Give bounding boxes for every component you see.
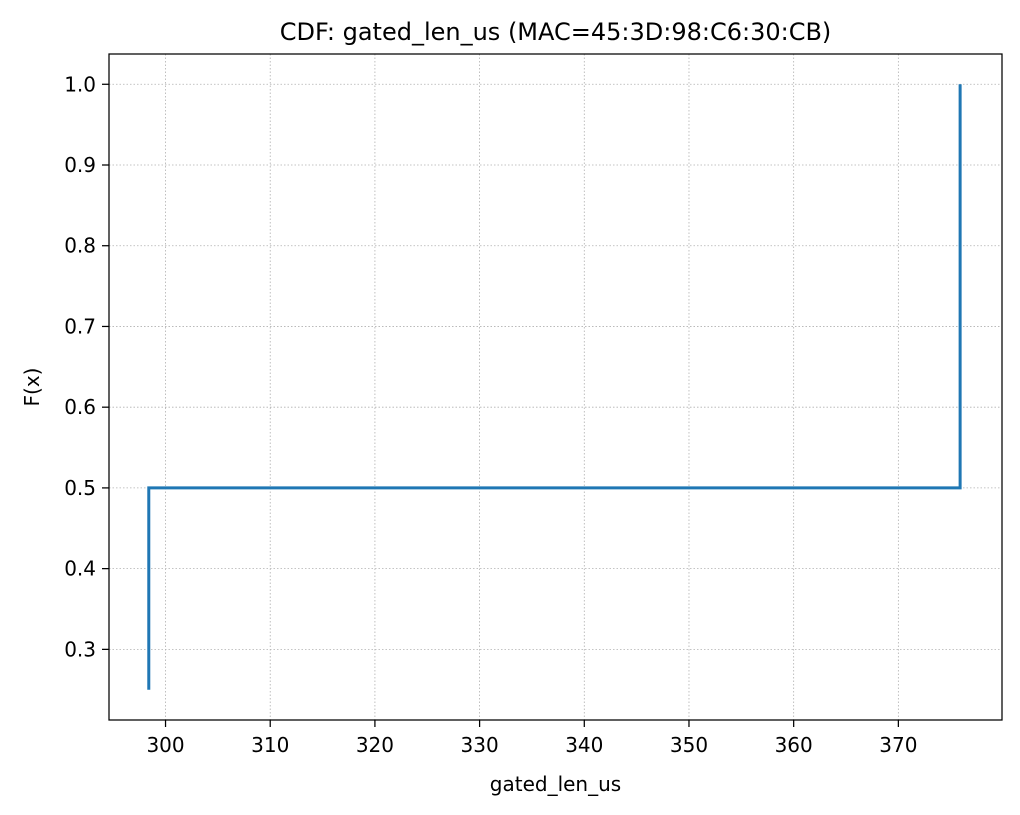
chart-title: CDF: gated_len_us (MAC=45:3D:98:C6:30:CB… — [280, 18, 832, 46]
grid — [109, 54, 1002, 720]
x-tick-label: 360 — [775, 733, 813, 757]
x-tick-label: 320 — [356, 733, 394, 757]
x-axis-label: gated_len_us — [490, 772, 621, 796]
y-tick-label: 0.9 — [64, 153, 96, 177]
y-axis-ticks: 0.3 0.4 0.5 0.6 0.7 0.8 0.9 1.0 — [64, 72, 109, 661]
y-axis-label: F(x) — [20, 368, 44, 407]
y-tick-label: 0.7 — [64, 314, 96, 338]
x-tick-label: 340 — [565, 733, 603, 757]
y-tick-label: 0.5 — [64, 476, 96, 500]
x-tick-label: 300 — [146, 733, 184, 757]
plot-frame — [108, 53, 1003, 721]
y-tick-label: 0.4 — [64, 557, 96, 581]
y-tick-label: 0.6 — [64, 395, 96, 419]
x-axis-ticks: 300 310 320 330 340 350 360 370 — [146, 720, 917, 757]
y-tick-label: 0.3 — [64, 637, 96, 661]
series-layer — [147, 84, 962, 690]
y-tick-label: 1.0 — [64, 72, 96, 96]
x-tick-label: 350 — [670, 733, 708, 757]
x-tick-label: 310 — [251, 733, 289, 757]
x-tick-label: 370 — [879, 733, 917, 757]
cdf-step-line — [147, 84, 962, 690]
y-tick-label: 0.8 — [64, 234, 96, 258]
x-tick-label: 330 — [461, 733, 499, 757]
